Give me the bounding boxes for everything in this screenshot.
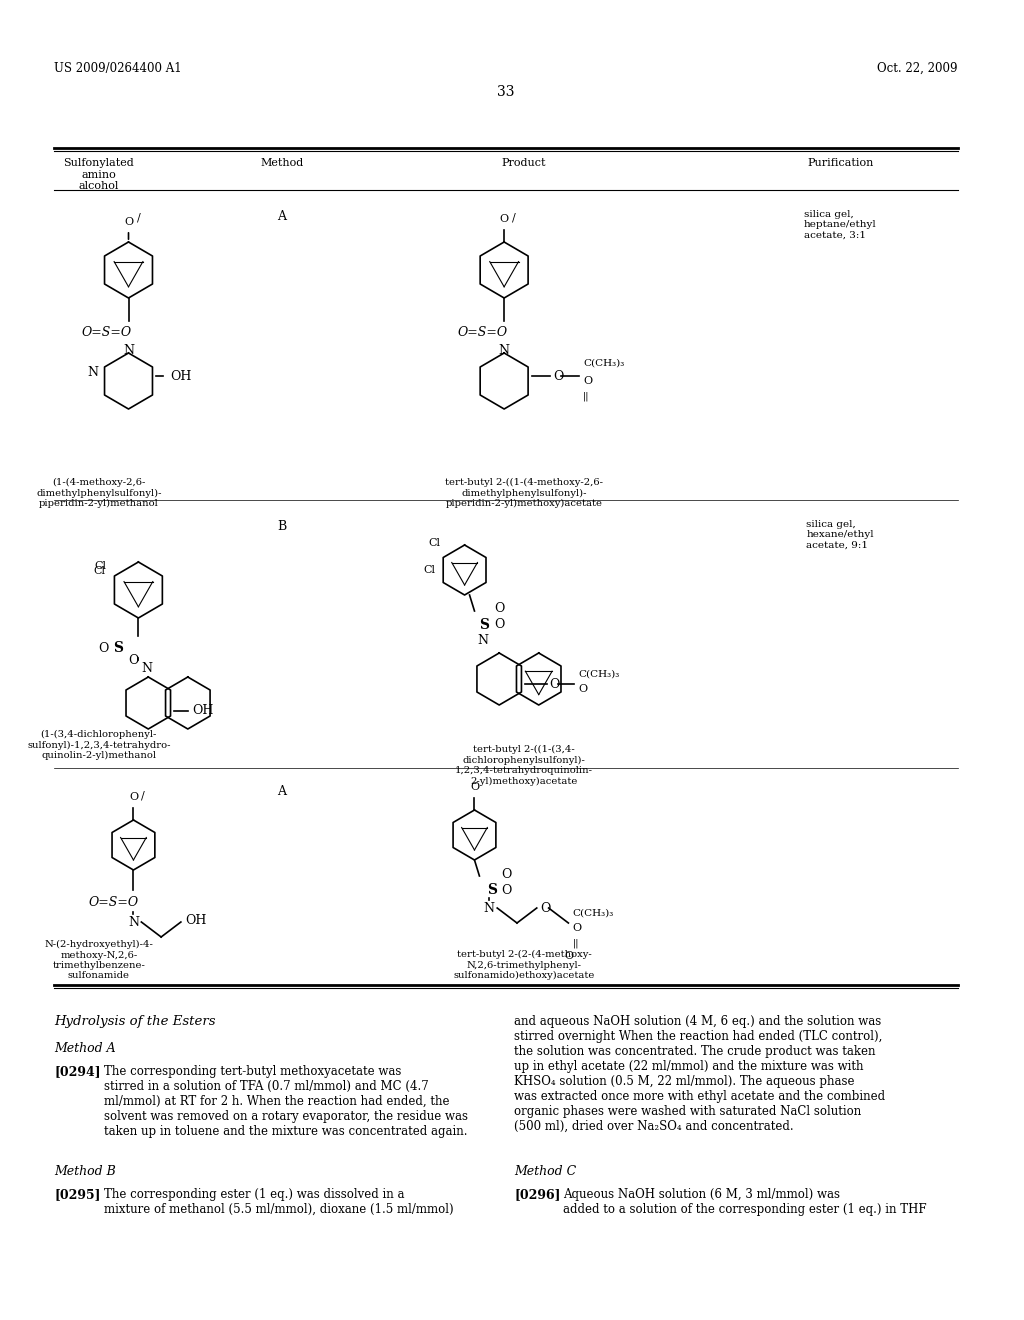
- Text: N: N: [87, 367, 98, 380]
- Text: A: A: [278, 210, 287, 223]
- Text: The corresponding ester (1 eq.) was dissolved in a
mixture of methanol (5.5 ml/m: The corresponding ester (1 eq.) was diss…: [103, 1188, 454, 1216]
- Text: O: O: [572, 923, 582, 933]
- Text: and aqueous NaOH solution (4 M, 6 eq.) and the solution was
stirred overnight Wh: and aqueous NaOH solution (4 M, 6 eq.) a…: [514, 1015, 885, 1133]
- Text: The corresponding tert-butyl methoxyacetate was
stirred in a solution of TFA (0.: The corresponding tert-butyl methoxyacet…: [103, 1065, 468, 1138]
- Text: Method A: Method A: [54, 1041, 116, 1055]
- Text: Cl: Cl: [428, 539, 440, 548]
- Text: OH: OH: [170, 370, 191, 383]
- Text: O: O: [501, 883, 512, 896]
- Text: tert-butyl 2-(2-(4-methoxy-
N,2,6-trimethylphenyl-
sulfonamido)ethoxy)acetate: tert-butyl 2-(2-(4-methoxy- N,2,6-trimet…: [454, 950, 595, 979]
- Text: O: O: [501, 867, 512, 880]
- Text: silica gel,
hexane/ethyl
acetate, 9:1: silica gel, hexane/ethyl acetate, 9:1: [807, 520, 874, 550]
- Text: N: N: [141, 661, 153, 675]
- Text: O: O: [124, 216, 133, 227]
- Text: C(CH₃)₃: C(CH₃)₃: [584, 359, 625, 367]
- Text: [0294]: [0294]: [54, 1065, 101, 1078]
- Text: N: N: [477, 635, 487, 648]
- Text: Cl: Cl: [94, 566, 105, 576]
- Text: B: B: [278, 520, 287, 533]
- Text: C(CH₃)₃: C(CH₃)₃: [579, 669, 620, 678]
- Text: N: N: [499, 345, 510, 358]
- Text: US 2009/0264400 A1: US 2009/0264400 A1: [54, 62, 182, 75]
- Text: (1-(4-methoxy-2,6-
dimethylphenylsulfonyl)-
piperidin-2-yl)methanol: (1-(4-methoxy-2,6- dimethylphenylsulfony…: [36, 478, 162, 508]
- Text: tert-butyl 2-((1-(4-methoxy-2,6-
dimethylphenylsulfonyl)-
piperidin-2-yl)methoxy: tert-butyl 2-((1-(4-methoxy-2,6- dimethy…: [444, 478, 603, 508]
- Text: A: A: [278, 785, 287, 799]
- Text: O: O: [495, 619, 505, 631]
- Text: O: O: [564, 950, 573, 961]
- Text: ||: ||: [584, 391, 590, 401]
- Text: O: O: [98, 642, 109, 655]
- Text: S: S: [114, 642, 124, 655]
- Text: Product: Product: [502, 158, 546, 168]
- Text: O: O: [584, 376, 592, 385]
- Text: N: N: [483, 902, 495, 915]
- Text: O: O: [500, 214, 509, 224]
- Text: OH: OH: [191, 705, 213, 718]
- Text: Cl: Cl: [423, 565, 435, 576]
- Text: O=S=O: O=S=O: [89, 895, 138, 908]
- Text: O: O: [128, 653, 138, 667]
- Text: silica gel,
heptane/ethyl
acetate, 3:1: silica gel, heptane/ethyl acetate, 3:1: [804, 210, 877, 240]
- Text: /: /: [136, 213, 140, 222]
- Text: O: O: [129, 792, 138, 803]
- Text: Purification: Purification: [807, 158, 873, 168]
- Text: O: O: [541, 902, 551, 915]
- Text: Aqueous NaOH solution (6 M, 3 ml/mmol) was
added to a solution of the correspond: Aqueous NaOH solution (6 M, 3 ml/mmol) w…: [563, 1188, 927, 1216]
- Text: tert-butyl 2-((1-(3,4-
dichlorophenylsulfonyl)-
1,2,3,4-tetrahydroquinolin-
2-yl: tert-butyl 2-((1-(3,4- dichlorophenylsul…: [455, 744, 593, 785]
- Text: /: /: [141, 789, 145, 800]
- Text: O: O: [579, 684, 588, 694]
- Text: C(CH₃)₃: C(CH₃)₃: [572, 908, 613, 917]
- Text: O=S=O: O=S=O: [82, 326, 132, 339]
- Text: N: N: [128, 916, 139, 928]
- Text: O: O: [495, 602, 505, 615]
- Text: N: N: [123, 345, 134, 358]
- Text: O: O: [554, 370, 564, 383]
- Text: O: O: [550, 677, 560, 690]
- Text: S: S: [479, 618, 489, 632]
- Text: [0296]: [0296]: [514, 1188, 560, 1201]
- Text: /: /: [512, 213, 516, 222]
- Text: O: O: [470, 781, 479, 792]
- Text: Oct. 22, 2009: Oct. 22, 2009: [878, 62, 957, 75]
- Text: Cl: Cl: [94, 561, 106, 572]
- Text: ||: ||: [572, 939, 579, 948]
- Text: Hydrolysis of the Esters: Hydrolysis of the Esters: [54, 1015, 216, 1028]
- Text: (1-(3,4-dichlorophenyl-
sulfonyl)-1,2,3,4-tetrahydro-
quinolin-2-yl)methanol: (1-(3,4-dichlorophenyl- sulfonyl)-1,2,3,…: [27, 730, 171, 760]
- Text: Method B: Method B: [54, 1166, 116, 1177]
- Text: O=S=O: O=S=O: [458, 326, 508, 339]
- Text: [0295]: [0295]: [54, 1188, 101, 1201]
- Text: 33: 33: [498, 84, 515, 99]
- Text: OH: OH: [185, 913, 206, 927]
- Text: Method: Method: [260, 158, 303, 168]
- Text: Sulfonylated
amino
alcohol: Sulfonylated amino alcohol: [63, 158, 134, 191]
- Text: N-(2-hydroxyethyl)-4-
methoxy-N,2,6-
trimethylbenzene-
sulfonamide: N-(2-hydroxyethyl)-4- methoxy-N,2,6- tri…: [44, 940, 154, 981]
- Text: S: S: [487, 883, 498, 898]
- Text: Method C: Method C: [514, 1166, 577, 1177]
